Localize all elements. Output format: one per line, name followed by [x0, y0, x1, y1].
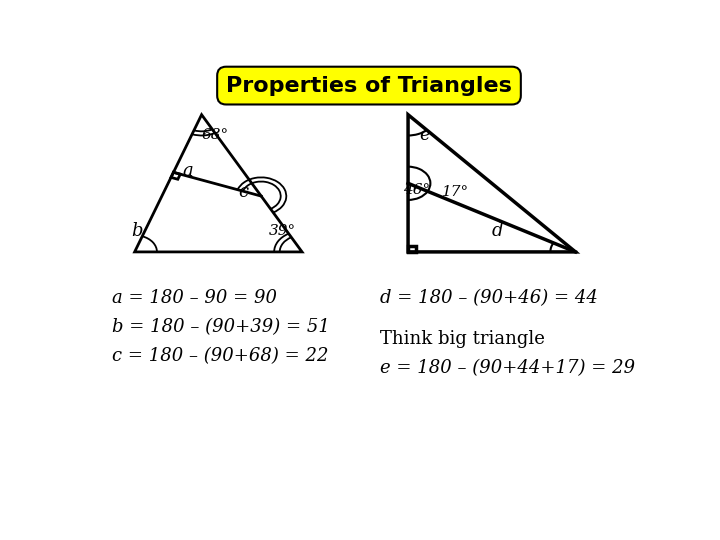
- Text: 17°: 17°: [442, 185, 469, 199]
- Text: 46°: 46°: [403, 183, 430, 197]
- Text: a = 180 – 90 = 90: a = 180 – 90 = 90: [112, 289, 277, 307]
- Text: 68°: 68°: [202, 129, 229, 143]
- Text: b = 180 – (90+39) = 51: b = 180 – (90+39) = 51: [112, 318, 330, 336]
- Text: 39°: 39°: [269, 224, 296, 238]
- Text: b: b: [132, 222, 143, 240]
- Text: c: c: [238, 183, 248, 201]
- Text: d = 180 – (90+46) = 44: d = 180 – (90+46) = 44: [380, 289, 598, 307]
- Text: e = 180 – (90+44+17) = 29: e = 180 – (90+44+17) = 29: [380, 359, 635, 377]
- Text: a: a: [182, 162, 193, 180]
- Text: Think big triangle: Think big triangle: [380, 330, 545, 348]
- Text: c = 180 – (90+68) = 22: c = 180 – (90+68) = 22: [112, 347, 329, 365]
- Text: e: e: [420, 126, 430, 145]
- Text: d: d: [492, 222, 503, 240]
- Text: Properties of Triangles: Properties of Triangles: [226, 76, 512, 96]
